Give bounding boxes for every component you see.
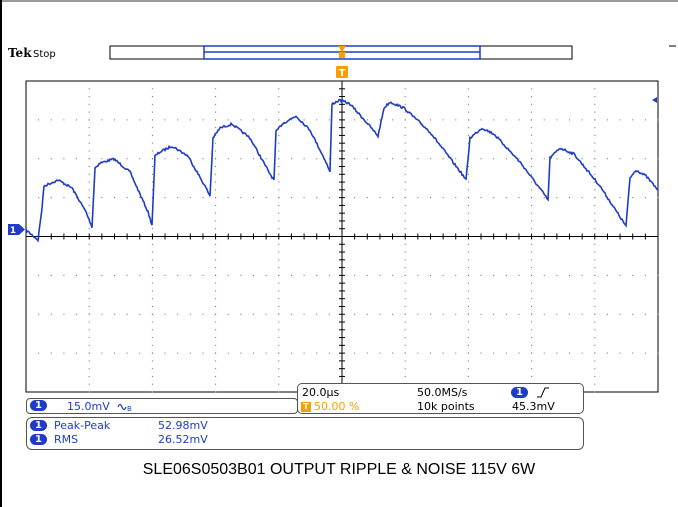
timebase-box[interactable]: 20.0µs T 50.00 % 50.0MS/s 10k points 1 4…: [297, 383, 584, 414]
measurement-value: 26.52mV: [158, 433, 208, 446]
bandwidth-limit-icon: B: [117, 403, 132, 411]
channel-scale-value: 15.0mV: [67, 400, 110, 413]
figure-caption: SLE06S0503B01 OUTPUT RIPPLE & NOISE 115V…: [142, 461, 536, 478]
rising-edge-icon: [537, 387, 549, 398]
svg-text:B: B: [127, 405, 132, 411]
trigger-position-badge: T: [301, 402, 311, 412]
brand-label: Tek: [8, 46, 32, 60]
oscilloscope-display: Tek Stop T 1: [8, 45, 676, 393]
trigger-marker-label: T: [339, 68, 346, 79]
measurement-source-badge: 1: [30, 434, 47, 445]
acquisition-status: Stop: [33, 49, 56, 60]
trigger-position-value: 50.00 %: [314, 400, 360, 413]
sample-rate: 50.0MS/s: [417, 386, 468, 399]
trigger-position-icon[interactable]: T: [336, 46, 348, 79]
measurement-label: Peak-Peak: [54, 419, 111, 432]
measurement-value: 52.98mV: [158, 419, 208, 432]
left-frame-line: [0, 0, 2, 507]
measurements-box[interactable]: 1 Peak-Peak 52.98mV 1 RMS 26.52mV: [26, 417, 584, 450]
measurement-source-badge: 1: [30, 420, 47, 431]
horizontal-scale: 20.0µs: [302, 386, 340, 399]
trigger-level-value: 45.3mV: [512, 400, 555, 413]
record-length: 10k points: [417, 400, 475, 413]
channel-scale-box[interactable]: 1 15.0mV B: [26, 398, 298, 414]
channel-1-badge: 1: [30, 400, 47, 411]
trigger-level-icon[interactable]: [652, 97, 657, 103]
channel-1-waveform: [25, 98, 659, 243]
measurement-label: RMS: [54, 433, 79, 446]
channel-marker-label: 1: [10, 226, 16, 236]
top-frame-line: [0, 0, 678, 2]
trigger-source-badge: 1: [511, 387, 528, 398]
channel-1-ground-marker[interactable]: 1: [8, 224, 25, 236]
